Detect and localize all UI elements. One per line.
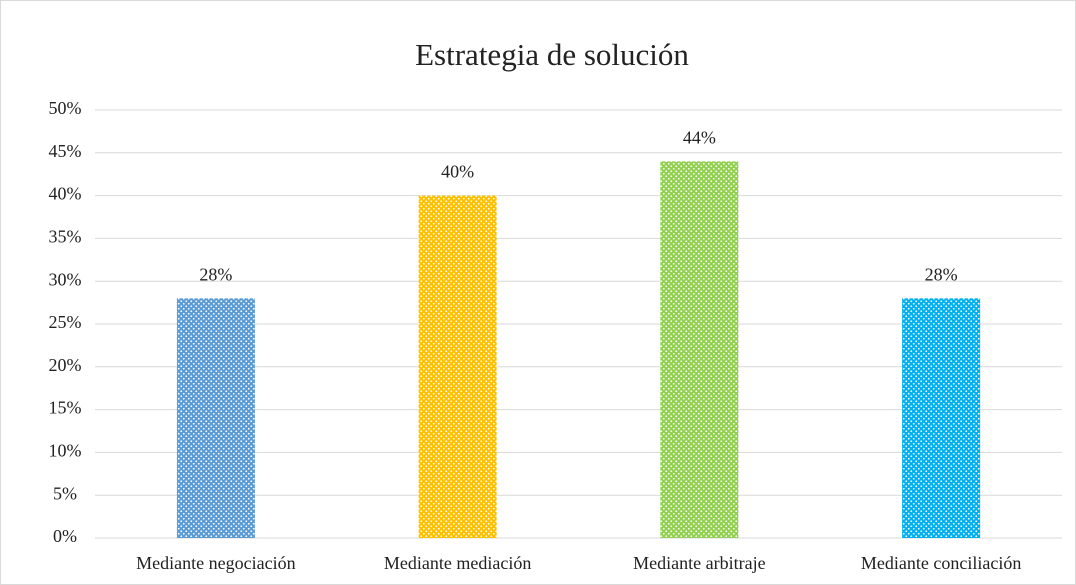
y-tick-label: 20%: [49, 355, 82, 375]
y-tick-label: 45%: [49, 141, 82, 161]
x-tick-label: Mediante conciliación: [861, 553, 1021, 573]
y-tick-label: 10%: [49, 441, 82, 461]
bar: [176, 298, 255, 538]
y-tick-label: 30%: [49, 269, 82, 289]
y-tick-label: 40%: [49, 184, 82, 204]
data-label: 28%: [199, 264, 232, 284]
data-label: 44%: [683, 127, 716, 147]
bar: [660, 161, 739, 539]
y-tick-label: 5%: [53, 483, 77, 503]
bar: [418, 195, 497, 538]
bar: [902, 298, 981, 538]
x-tick-label: Mediante mediación: [384, 553, 531, 573]
data-label: 28%: [925, 264, 958, 284]
y-tick-label: 35%: [49, 227, 82, 247]
y-tick-label: 0%: [53, 526, 77, 546]
x-tick-label: Mediante arbitraje: [633, 553, 765, 573]
chart-title: Estrategia de solución: [415, 37, 689, 72]
y-tick-label: 15%: [49, 398, 82, 418]
data-label: 40%: [441, 162, 474, 182]
x-tick-label: Mediante negociación: [136, 553, 295, 573]
y-tick-label: 50%: [49, 98, 82, 118]
y-tick-label: 25%: [49, 312, 82, 332]
